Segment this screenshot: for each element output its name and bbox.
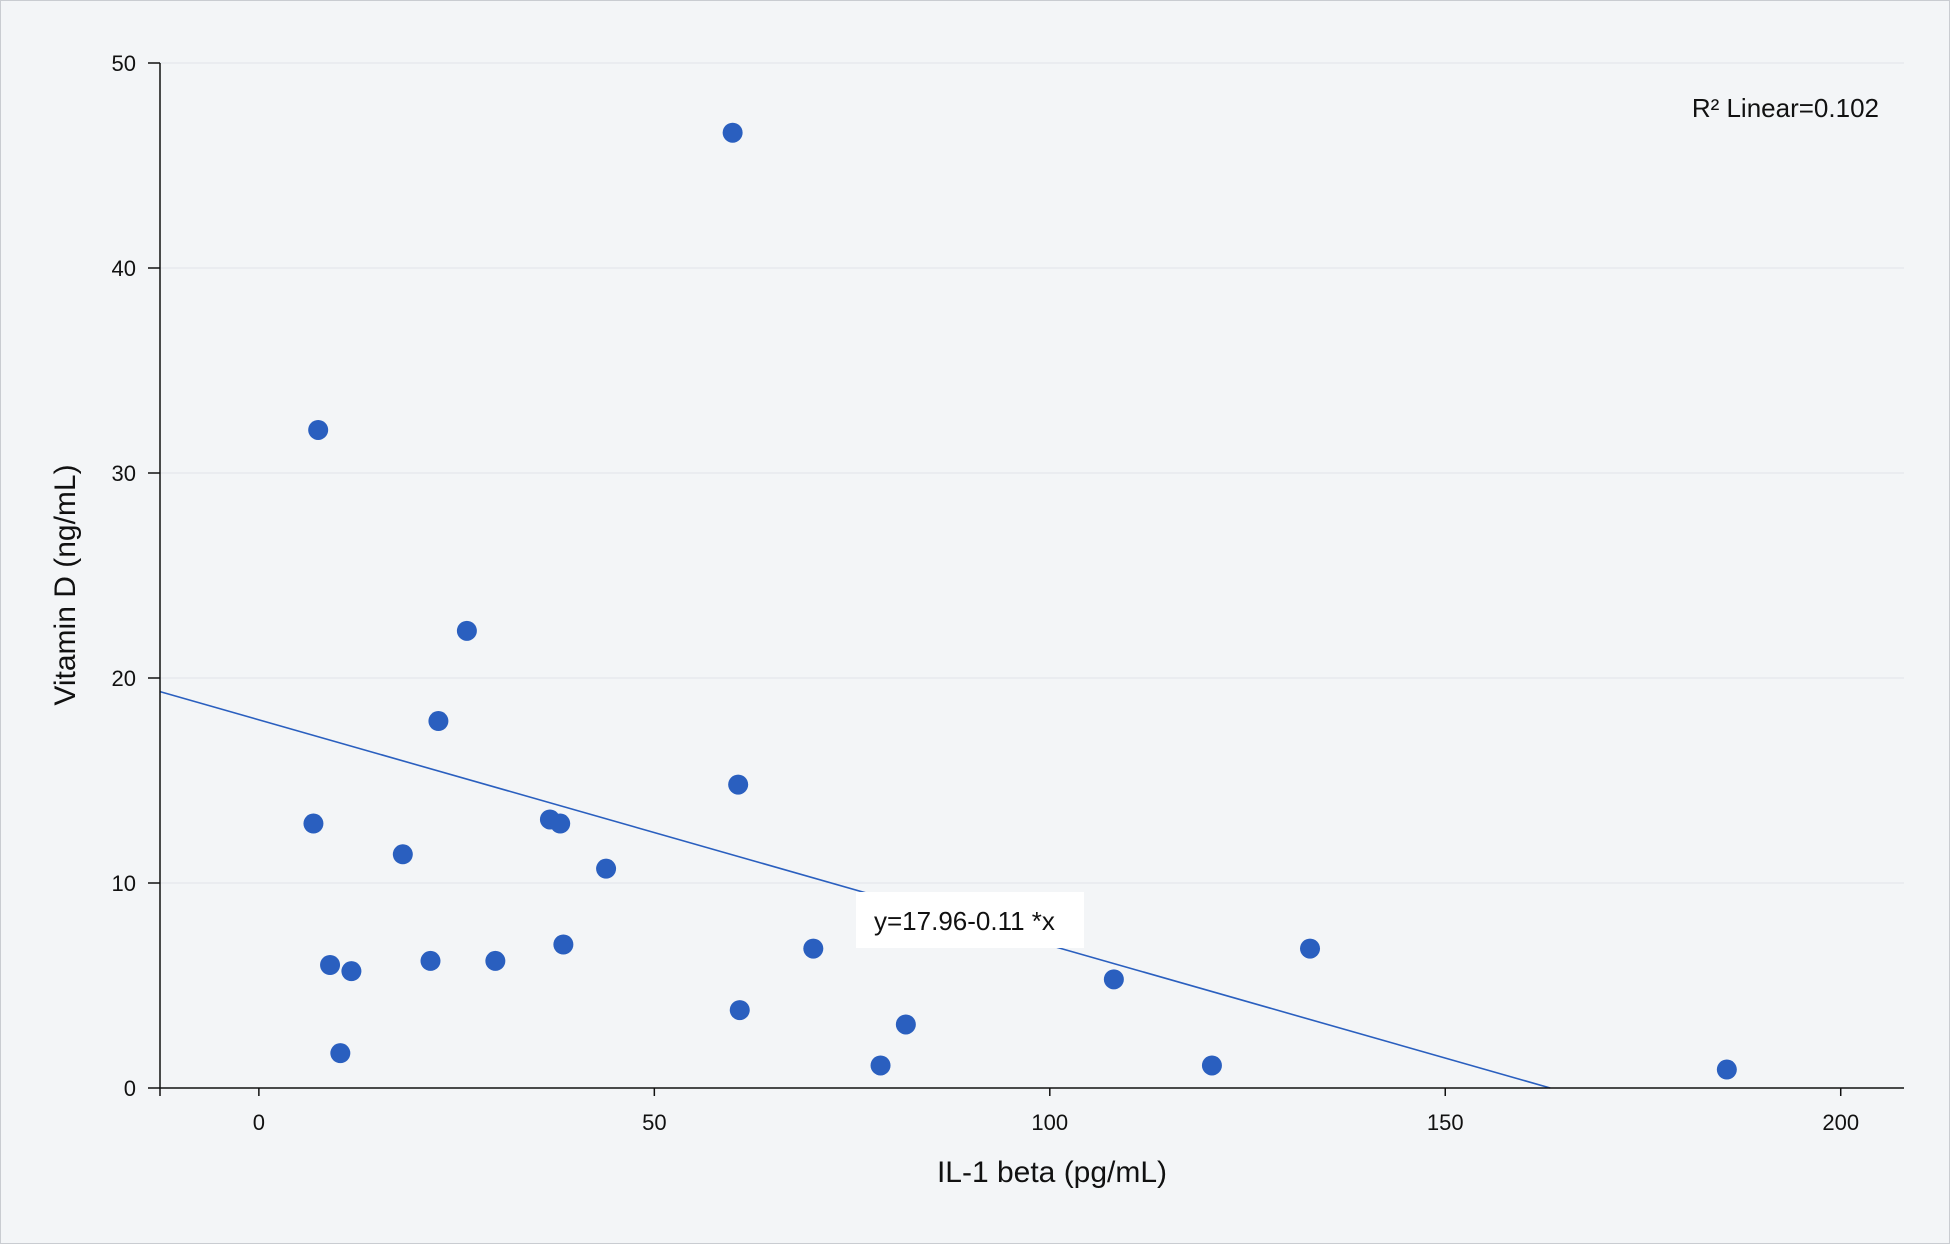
data-point [392,844,413,865]
x-tick-label: 200 [1822,1110,1859,1135]
data-point [308,419,329,440]
data-point [485,950,506,971]
data-point [341,961,362,982]
data-point [596,858,617,879]
annotations: R² Linear=0.102 y=17.96-0.11 *x [856,93,1879,948]
equation-annotation: y=17.96-0.11 *x [874,906,1055,936]
data-point [870,1055,891,1076]
regression-line [159,690,1551,1089]
x-axis-title: IL-1 beta (pg/mL) [937,1156,1167,1189]
x-tick-label: 100 [1031,1110,1068,1135]
data-point [729,1000,750,1021]
data-point [303,813,324,834]
y-tick-label: 40 [112,256,136,281]
y-tick-label: 50 [112,51,136,76]
data-point [1300,938,1321,959]
r2-annotation: R² Linear=0.102 [1692,93,1879,123]
fit-line-layer [159,690,1551,1089]
y-tick-label: 0 [124,1076,136,1101]
data-point [320,955,341,975]
data-point [895,1014,916,1035]
data-point [803,938,824,959]
y-tick-label: 10 [112,871,136,896]
data-point [1103,969,1124,990]
gridlines [160,62,1904,884]
data-point [553,934,574,955]
y-axis-title: Vitamin D (ng/mL) [49,464,82,705]
data-point [456,620,477,641]
x-tick-label: 50 [642,1110,666,1135]
data-point [420,950,441,971]
axes: 0 10 20 30 40 50 0 50 100 150 200 [112,51,1904,1135]
data-point [428,711,449,732]
data-point [722,122,743,143]
y-tick-label: 20 [112,666,136,691]
data-point [1716,1059,1737,1080]
data-point [728,774,749,795]
data-point [1201,1055,1222,1076]
data-point [330,1043,351,1064]
equation-box [856,892,1084,948]
data-points [303,122,1737,1080]
data-point [550,813,571,834]
x-tick-label: 0 [253,1110,265,1135]
x-tick-label: 150 [1427,1110,1464,1135]
y-tick-label: 30 [112,461,136,486]
